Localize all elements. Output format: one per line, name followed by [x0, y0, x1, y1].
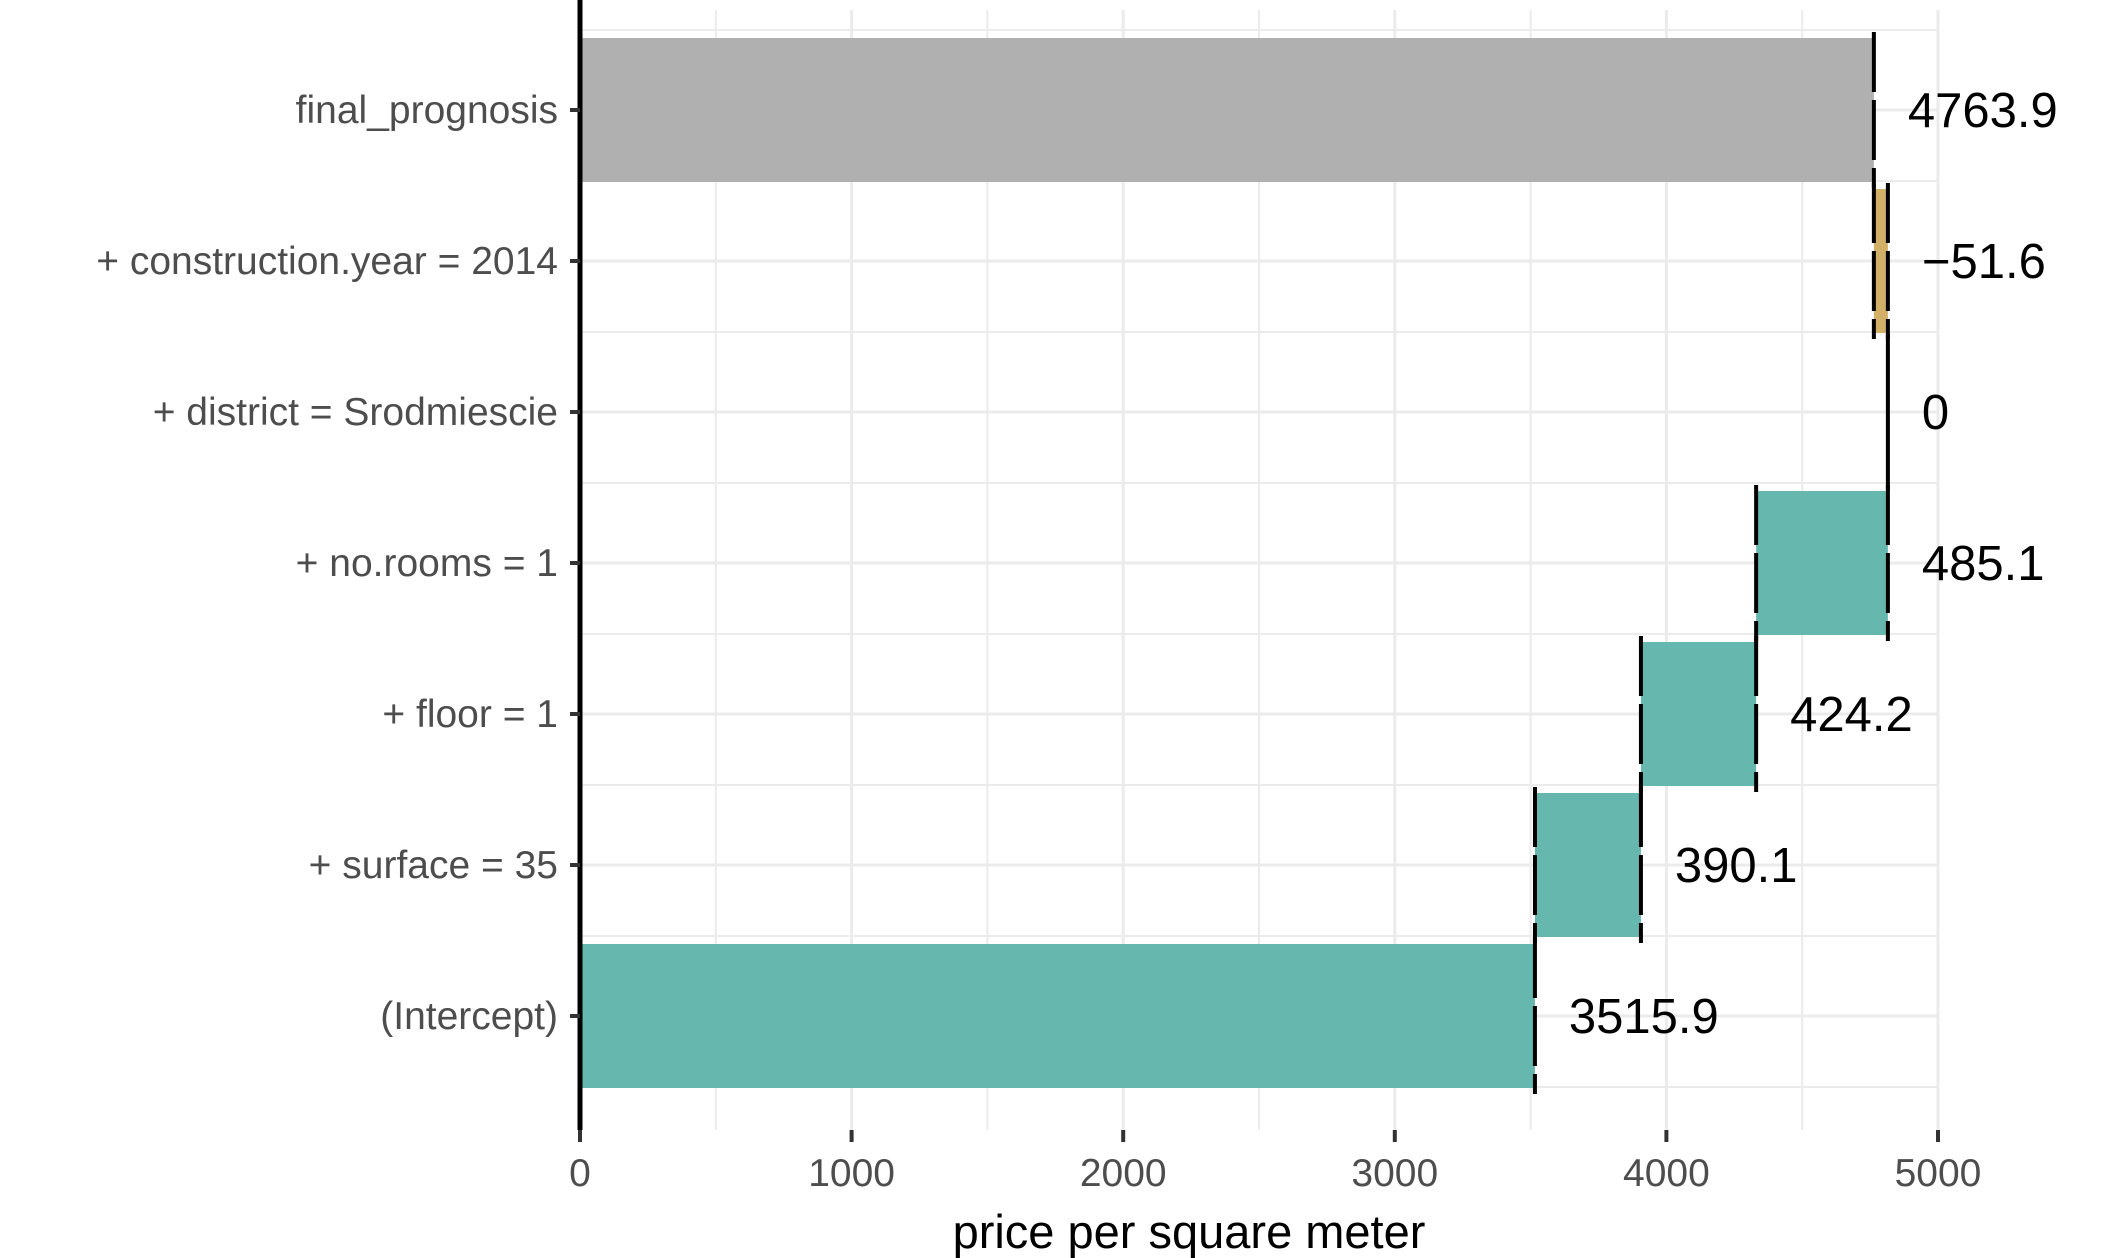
- y-tick-label: + construction.year = 2014: [96, 240, 558, 283]
- data-label: 485.1: [1922, 537, 2045, 591]
- data-label: 390.1: [1675, 839, 1798, 893]
- bar-positive: [1534, 793, 1641, 937]
- data-label: 424.2: [1790, 688, 1913, 742]
- bar-negative: [1873, 189, 1888, 333]
- bar-positive: [1640, 642, 1757, 786]
- x-tick-label: 2000: [1080, 1152, 1167, 1195]
- bar-positive: [580, 944, 1535, 1088]
- x-tick-label: 0: [569, 1152, 591, 1195]
- y-tick-label: + surface = 35: [309, 844, 558, 887]
- y-tick-label: + floor = 1: [382, 693, 558, 736]
- axes: [570, 0, 1940, 1142]
- bars: [580, 38, 1888, 1088]
- labels: final_prognosis + construction.year = 201…: [96, 84, 2058, 1195]
- x-tick-label: 5000: [1895, 1152, 1982, 1195]
- y-tick-label: + no.rooms = 1: [296, 542, 558, 585]
- connectors: [1532, 32, 1890, 1094]
- data-label: 3515.9: [1569, 990, 1719, 1044]
- data-label: −51.6: [1922, 235, 2046, 289]
- x-tick-label: 4000: [1623, 1152, 1710, 1195]
- bar-total: [580, 38, 1874, 182]
- y-tick-label: (Intercept): [380, 995, 558, 1038]
- bar-positive: [1756, 491, 1888, 635]
- x-tick-label: 3000: [1351, 1152, 1438, 1195]
- x-tick-label: 1000: [808, 1152, 895, 1195]
- y-tick-label: + district = Srodmiescie: [153, 391, 558, 434]
- y-tick-label: final_prognosis: [296, 89, 558, 132]
- data-label: 0: [1922, 386, 1949, 440]
- data-label: 4763.9: [1908, 84, 2058, 138]
- x-axis-title: price per square meter: [953, 1205, 1426, 1258]
